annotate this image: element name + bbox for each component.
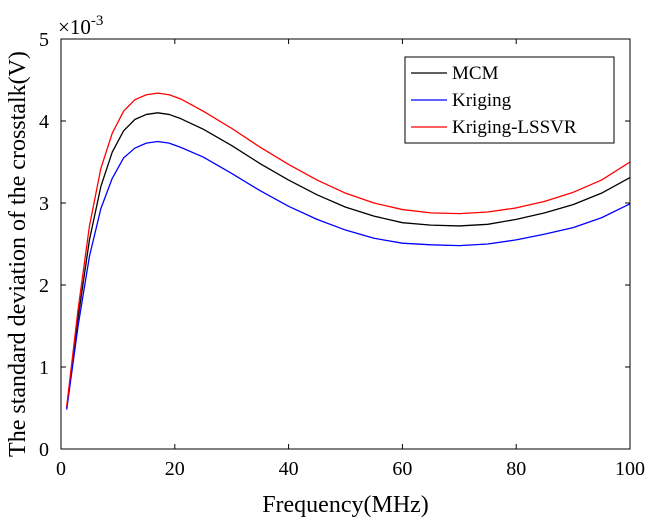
x-tick-label: 60 [392, 458, 412, 480]
series-line-kriging [66, 140, 631, 410]
y-tick-label: 5 [39, 29, 49, 51]
tick-layer: 0 20 40 60 80 100 0 1 2 3 4 5 [39, 29, 645, 480]
y-tick-label: 1 [39, 357, 49, 379]
y-tick-label: 3 [39, 193, 49, 215]
x-tick-label: 40 [279, 458, 299, 480]
x-tick-label: 100 [615, 458, 645, 480]
legend-items: MCM Kriging Kriging-LSSVR [411, 63, 577, 138]
y-axis-title: The standard deviation of the crosstalk(… [5, 51, 31, 457]
x-tick-label: 80 [506, 458, 526, 480]
legend: MCM Kriging Kriging-LSSVR [404, 56, 615, 144]
legend-label-kriging: Kriging [452, 90, 512, 111]
y-scale-exponent: -3 [91, 13, 104, 29]
series-line-kriging-lssvr [66, 92, 631, 407]
y-tick-label: 4 [39, 111, 49, 133]
series-layer [66, 92, 631, 410]
x-tick-label: 20 [165, 458, 185, 480]
series-line-mcm [66, 112, 631, 409]
legend-label-mcm: MCM [452, 63, 499, 84]
y-scale-multiplier: ×10-3 [58, 13, 103, 39]
y-tick-label: 0 [39, 439, 49, 461]
y-tick-label: 2 [39, 275, 49, 297]
x-tick-label: 0 [56, 458, 66, 480]
x-axis-title: Frequency(MHz) [262, 492, 429, 518]
legend-label-kriging-lssvr: Kriging-LSSVR [452, 117, 577, 138]
plot-frame [60, 38, 631, 450]
